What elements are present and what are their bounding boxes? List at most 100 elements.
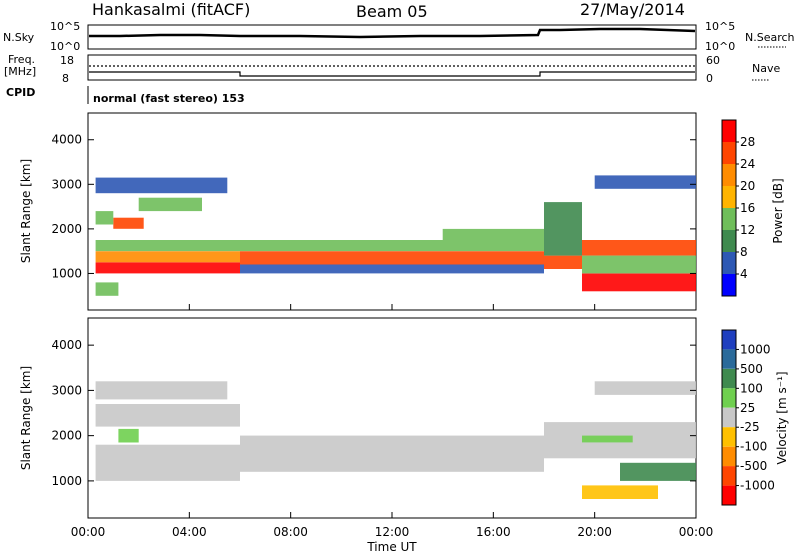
velocity-colorbar-tick-label: 1000	[740, 342, 771, 356]
velocity-band	[95, 404, 240, 427]
velocity-band	[582, 435, 633, 443]
x-tick-label: 08:00	[273, 525, 308, 539]
nsky-label: N.Sky	[3, 31, 35, 44]
power-marks	[95, 175, 696, 296]
power-colorbar-tick-label: 4	[740, 267, 748, 281]
power-ytick-label: 2000	[51, 222, 82, 236]
power-colorbar-swatch	[722, 164, 736, 186]
power-ytick-label: 4000	[51, 133, 82, 147]
velocity-colorbar-swatch	[722, 330, 736, 350]
nsearch-tick-top: 10^5	[705, 20, 735, 33]
velocity-panel: 1000 2000 3000 4000 Slant Range [km] 1000 50…	[19, 317, 789, 519]
power-band	[95, 211, 114, 225]
power-band	[442, 228, 544, 240]
velocity-band	[620, 462, 696, 481]
cpid-mode-text: normal (fast stereo) 153	[93, 92, 245, 105]
velocity-colorbar-frame	[721, 329, 737, 506]
power-band	[582, 240, 696, 256]
velocity-band	[95, 381, 228, 400]
velocity-colorbar-tick-label: -500	[740, 459, 767, 473]
power-axis: 1000 2000 3000 4000	[51, 133, 697, 310]
power-band	[544, 255, 582, 269]
velocity-colorbar-swatch	[722, 368, 736, 389]
freq-unit-label: [MHz]	[4, 65, 36, 78]
x-axis: 00:00 04:00 08:00 12:00 16:00 20:00 00:00	[71, 525, 714, 539]
x-axis-label: Time UT	[366, 540, 417, 554]
station-title: Hankasalmi (fitACF)	[92, 0, 250, 19]
velocity-colorbar: 1000 500 100 25 -25 -100 -500 -1000	[721, 329, 775, 506]
power-colorbar-tick-label: 8	[740, 245, 748, 259]
power-band	[240, 251, 544, 265]
velocity-colorbar-swatch	[722, 349, 736, 369]
nsearch-tick-bottom: 10^0	[705, 40, 735, 53]
velocity-colorbar-tick-label: -1000	[740, 479, 775, 493]
power-colorbar-tick-label: 24	[740, 157, 755, 171]
velocity-ytick-label: 1000	[51, 474, 82, 488]
power-band	[95, 262, 240, 274]
power-band	[240, 264, 544, 274]
power-colorbar-swatch	[722, 120, 736, 142]
power-colorbar-label: Power [dB]	[771, 178, 785, 243]
nsky-strip-frame	[87, 24, 697, 50]
velocity-colorbar-swatch	[722, 446, 736, 467]
power-band	[95, 177, 228, 194]
nsearch-label: N.Search	[745, 31, 795, 44]
beam-title: Beam 05	[356, 2, 428, 21]
velocity-ytick-label: 4000	[51, 338, 82, 352]
freq-trace	[89, 71, 695, 77]
velocity-axis: 1000 2000 3000 4000	[51, 338, 697, 518]
x-tick-label: 20:00	[577, 525, 612, 539]
power-ylabel: Slant Range [km]	[19, 159, 33, 263]
velocity-band	[118, 428, 139, 443]
power-colorbar-swatch	[722, 252, 736, 274]
power-band	[113, 217, 144, 229]
nsky-tick-bottom: 10^0	[50, 40, 80, 53]
freq-tick-top: 18	[60, 54, 74, 67]
power-band	[544, 202, 582, 256]
velocity-colorbar-tick-label: -25	[740, 420, 760, 434]
power-band	[95, 251, 240, 263]
velocity-colorbar-swatch	[722, 485, 736, 505]
power-band	[582, 255, 696, 274]
nave-tick-top: 60	[706, 54, 720, 67]
freq-tick-bottom: 8	[62, 72, 69, 85]
power-band	[95, 282, 119, 296]
x-tick-label: 16:00	[476, 525, 511, 539]
velocity-band	[594, 381, 696, 395]
power-colorbar-swatch	[722, 230, 736, 252]
velocity-marks	[95, 381, 696, 499]
power-colorbar-tick-label: 20	[740, 179, 755, 193]
velocity-band	[240, 435, 544, 472]
power-ytick-label: 3000	[51, 177, 82, 191]
velocity-colorbar-label: Velocity [m s⁻¹]	[775, 371, 789, 464]
cpid-label: CPID	[6, 86, 35, 99]
velocity-colorbar-tick-label: 100	[740, 381, 763, 395]
velocity-ylabel: Slant Range [km]	[19, 366, 33, 470]
velocity-ytick-label: 3000	[51, 383, 82, 397]
power-colorbar-tick-label: 12	[740, 223, 755, 237]
power-colorbar-swatch	[722, 208, 736, 230]
velocity-band	[95, 444, 240, 481]
power-band	[240, 240, 544, 252]
power-colorbar-swatch	[722, 142, 736, 164]
power-band	[95, 240, 240, 252]
nave-tick-bottom: 0	[706, 72, 713, 85]
power-band	[138, 197, 202, 212]
power-panel: 1000 2000 3000 4000 Slant Range [km] 4 8 12 16…	[19, 112, 785, 311]
power-colorbar: 4 8 12 16 20 24 28	[721, 119, 755, 297]
velocity-colorbar-swatch	[722, 388, 736, 408]
freq-strip-frame	[87, 54, 697, 81]
x-tick-label: 04:00	[172, 525, 207, 539]
velocity-colorbar-swatch	[722, 466, 736, 486]
power-colorbar-tick-label: 16	[740, 201, 755, 215]
power-band	[594, 175, 696, 189]
power-band	[582, 273, 696, 292]
power-colorbar-swatch	[722, 186, 736, 208]
date-title: 27/May/2014	[580, 0, 685, 19]
nsky-tick-top: 10^5	[50, 20, 80, 33]
freq-label: Freq.	[8, 53, 35, 66]
velocity-ytick-label: 2000	[51, 429, 82, 443]
power-colorbar-swatch	[722, 274, 736, 296]
x-tick-label: 00:00	[71, 525, 106, 539]
